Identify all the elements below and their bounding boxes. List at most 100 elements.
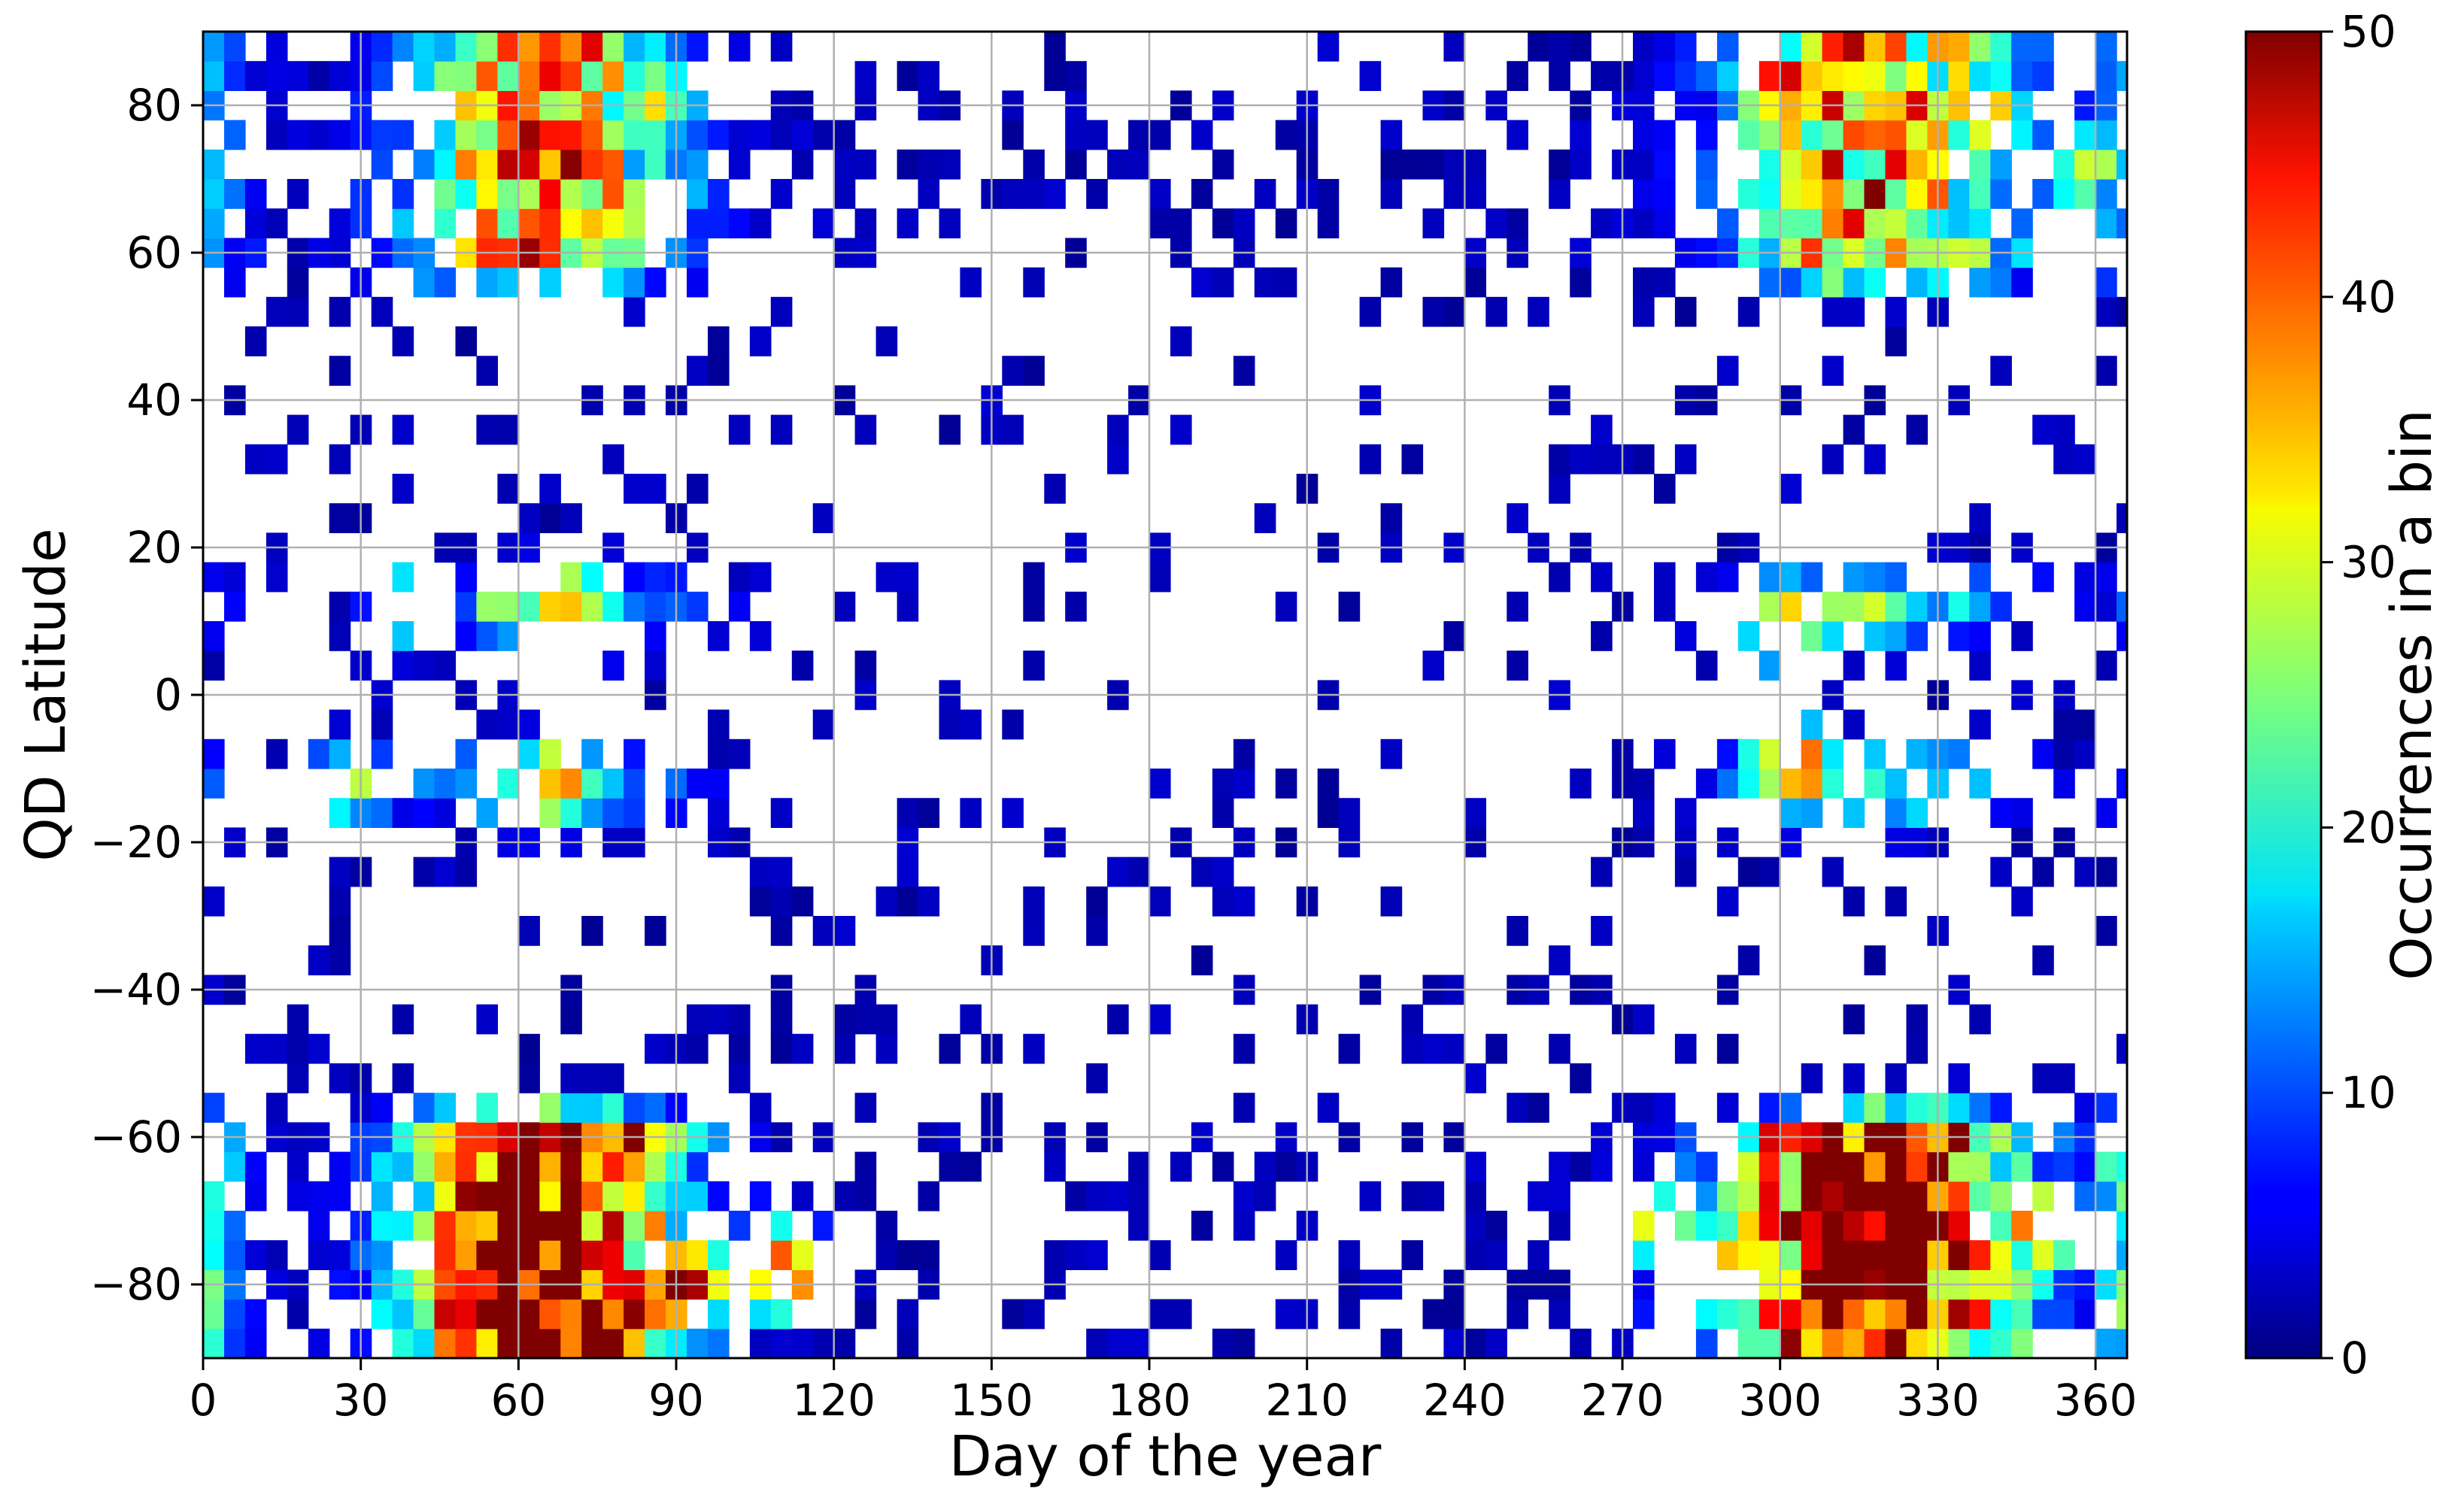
heatmap-cell <box>854 1093 877 1123</box>
heatmap-cell <box>645 1181 666 1211</box>
heatmap-cell <box>1443 1299 1465 1330</box>
heatmap-cell <box>770 857 793 887</box>
heatmap-cell <box>2074 857 2096 887</box>
heatmap-cell <box>687 474 709 504</box>
heatmap-cell <box>1485 1240 1507 1270</box>
heatmap-cell <box>455 1151 478 1182</box>
heatmap-cell <box>287 61 309 91</box>
heatmap-cell <box>1990 591 2012 622</box>
heatmap-cell <box>1780 61 1802 91</box>
heatmap-cell <box>497 1151 519 1182</box>
heatmap-cell <box>203 1181 225 1211</box>
heatmap-cell <box>1191 945 1213 975</box>
heatmap-cell <box>266 61 288 91</box>
heatmap-cell <box>518 709 540 740</box>
heatmap-cell <box>539 1093 561 1123</box>
heatmap-cell <box>539 208 561 238</box>
heatmap-cell <box>602 1299 624 1330</box>
heatmap-cell <box>1758 650 1781 681</box>
heatmap-cell <box>287 1181 309 1211</box>
heatmap-cell <box>812 503 835 533</box>
heatmap-cell <box>1843 1211 1865 1241</box>
heatmap-cell <box>1401 1240 1424 1270</box>
heatmap-cell <box>1674 61 1697 91</box>
heatmap-cell <box>560 503 582 533</box>
heatmap-cell <box>624 798 645 828</box>
heatmap-cell <box>1780 267 1802 298</box>
heatmap-cell <box>1990 149 2012 180</box>
heatmap-cell <box>1570 149 1592 180</box>
heatmap-cell <box>2053 444 2075 475</box>
heatmap-cell <box>203 621 225 651</box>
heatmap-cell <box>687 769 709 799</box>
heatmap-cell <box>1507 1093 1528 1123</box>
heatmap-cell <box>1969 650 1991 681</box>
heatmap-cell <box>203 179 225 209</box>
heatmap-cell <box>539 503 561 533</box>
heatmap-cell <box>497 621 519 651</box>
heatmap-cell <box>203 149 225 180</box>
heatmap-cell <box>1170 1299 1192 1330</box>
heatmap-cell <box>1822 621 1844 651</box>
heatmap-cell <box>624 296 645 327</box>
heatmap-cell <box>833 916 856 946</box>
heatmap-cell <box>1275 120 1297 150</box>
heatmap-cell <box>602 179 624 209</box>
heatmap-cell <box>1654 562 1676 593</box>
heatmap-cell <box>1212 1328 1234 1359</box>
heatmap-cell <box>244 1299 267 1330</box>
heatmap-cell <box>1254 1151 1276 1182</box>
heatmap-cell <box>1254 503 1276 533</box>
heatmap-cell <box>1674 857 1697 887</box>
heatmap-cell <box>1633 444 1655 475</box>
heatmap-cell <box>371 1240 393 1270</box>
heatmap-cell <box>1654 591 1676 622</box>
heatmap-cell <box>1780 562 1802 593</box>
heatmap-cell <box>1780 1211 1802 1241</box>
heatmap-cell <box>1549 1299 1570 1330</box>
heatmap-cell <box>854 208 877 238</box>
heatmap-cell <box>560 179 582 209</box>
heatmap-cell <box>1990 857 2012 887</box>
heatmap-cell <box>791 1240 814 1270</box>
y-axis-title: QD Latitude <box>14 528 78 861</box>
heatmap-cell <box>1654 149 1676 180</box>
heatmap-cell <box>2011 61 2033 91</box>
heatmap-cell <box>1801 709 1823 740</box>
heatmap-cell <box>392 650 414 681</box>
heatmap-cell <box>1758 562 1781 593</box>
heatmap-cell <box>1737 1181 1760 1211</box>
heatmap-cell <box>1464 1151 1486 1182</box>
heatmap-cell <box>1948 120 1970 150</box>
heatmap-cell <box>203 769 225 799</box>
heatmap-cell <box>2032 1299 2054 1330</box>
heatmap-cell <box>749 1181 772 1211</box>
heatmap-cell <box>624 1151 645 1182</box>
heatmap-cell <box>1086 1063 1108 1093</box>
heatmap-cell <box>413 650 435 681</box>
heatmap-cell <box>687 356 709 386</box>
heatmap-cell <box>1969 1299 1991 1330</box>
heatmap-cell <box>2117 1240 2128 1270</box>
heatmap-cell <box>1758 1299 1781 1330</box>
heatmap-cell <box>287 1299 309 1330</box>
heatmap-cell <box>1885 149 1907 180</box>
heatmap-cell <box>455 326 478 356</box>
heatmap-cell <box>602 1181 624 1211</box>
heatmap-cell <box>2011 1299 2033 1330</box>
heatmap-cell <box>1570 120 1592 150</box>
heatmap-cell <box>1716 208 1739 238</box>
colorbar <box>2244 30 2323 1360</box>
heatmap-cell <box>1885 32 1907 62</box>
heatmap-cell <box>1716 61 1739 91</box>
heatmap-cell <box>1485 1211 1507 1241</box>
heatmap-cell <box>1674 1033 1697 1064</box>
heatmap-cell <box>1822 738 1844 769</box>
heatmap-cell <box>1716 1299 1739 1330</box>
heatmap-cell <box>497 179 519 209</box>
heatmap-cell <box>434 120 457 150</box>
heatmap-cell <box>434 769 457 799</box>
heatmap-cell <box>244 1151 267 1182</box>
heatmap-cell <box>645 1211 666 1241</box>
heatmap-cell <box>434 179 457 209</box>
